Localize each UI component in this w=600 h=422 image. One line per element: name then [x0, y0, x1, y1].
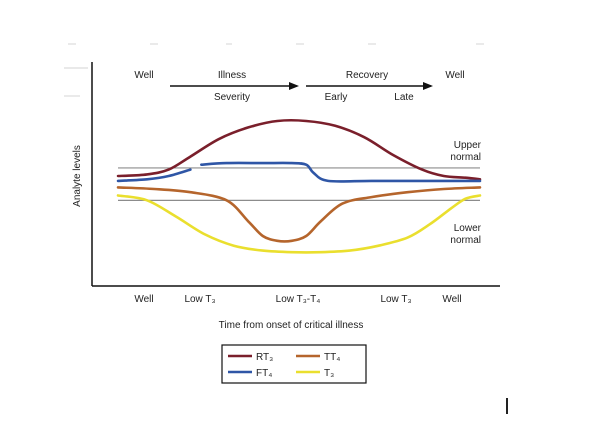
lower-normal-label-2: normal: [450, 235, 481, 246]
phase-early: Early: [325, 92, 348, 103]
legend-box: [221, 344, 367, 384]
x-tick-label: Low T₃: [184, 294, 215, 305]
x-axis-label: Time from onset of critical illness: [219, 320, 364, 331]
phase-well-left: Well: [134, 70, 153, 81]
x-tick-label: Well: [442, 294, 461, 305]
legend-label-ft4: FT₄: [256, 368, 272, 379]
phase-illness: Illness: [218, 70, 246, 81]
legend-label-tt4: TT₄: [324, 352, 340, 363]
x-tick-label: Well: [134, 294, 153, 305]
legend: RT₃ TT₄ FT₄ T₃: [221, 344, 367, 384]
phase-late: Late: [394, 92, 414, 103]
phase-severity: Severity: [214, 92, 250, 103]
series-ft4-line-late: [200, 161, 482, 183]
series-ft4-line-early: [116, 168, 192, 183]
series-tt4-line: [116, 186, 482, 243]
x-tick-label: Low T₃: [380, 294, 411, 305]
upper-normal-label-2: normal: [450, 152, 481, 163]
series-t3-line: [116, 194, 482, 254]
legend-label-rt3: RT₃: [256, 352, 273, 363]
faint-marks: [64, 43, 484, 97]
y-axis-label: Analyte levels: [72, 145, 83, 207]
phase-recovery: Recovery: [346, 70, 388, 81]
x-tick-label: Low T₃-T₄: [276, 294, 321, 305]
phase-well-right: Well: [445, 70, 464, 81]
lower-normal-label-1: Lower: [454, 223, 482, 234]
text-cursor: [506, 398, 508, 414]
legend-label-t3: T₃: [324, 368, 334, 379]
series-rt3-line: [116, 118, 482, 181]
upper-normal-label-1: Upper: [454, 140, 482, 151]
